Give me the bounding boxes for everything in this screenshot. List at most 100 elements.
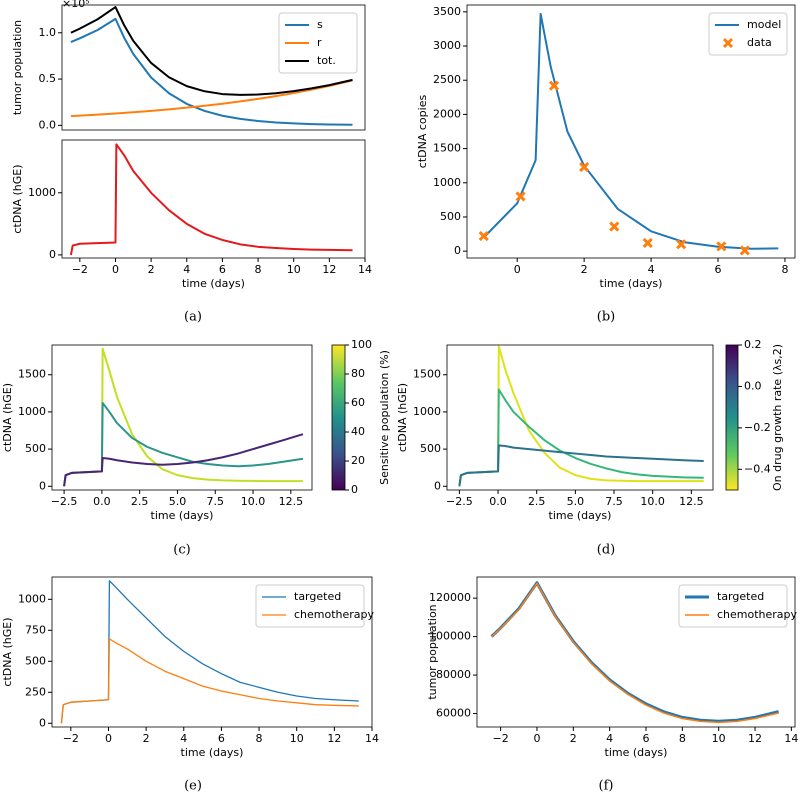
x-tick-label: 10.0 xyxy=(241,495,266,508)
x-axis-label: time (days) xyxy=(605,746,668,759)
x-tick-label: 8 xyxy=(679,732,686,745)
data-point xyxy=(548,80,560,91)
legend-label: s xyxy=(317,18,323,31)
y-tick-label: 1500 xyxy=(433,142,461,155)
x-tick-label: −2 xyxy=(72,263,88,276)
legend-label: model xyxy=(747,18,781,31)
y-axis-label: tumor population xyxy=(11,20,24,115)
x-tick-label: 10.0 xyxy=(640,495,665,508)
caption: (e) xyxy=(184,779,202,794)
y-axis-label: ctDNA (hGE) xyxy=(1,617,14,686)
colorbar-tick-label: 0.0 xyxy=(744,379,762,392)
y-tick-label: 0 xyxy=(454,244,461,257)
x-tick-label: −2 xyxy=(63,732,79,745)
y-tick-label: 1000 xyxy=(18,592,46,605)
series-line xyxy=(69,143,353,256)
x-tick-label: 5.0 xyxy=(567,495,585,508)
x-tick-label: 0.0 xyxy=(489,495,507,508)
y-axis-label: ctDNA copies xyxy=(416,95,429,169)
x-axis-label: time (days) xyxy=(151,509,214,522)
x-tick-label: 0 xyxy=(533,732,540,745)
legend-label: targeted xyxy=(294,590,341,603)
colorbar-tick-label: 80 xyxy=(351,367,365,380)
x-tick-label: 12 xyxy=(327,732,341,745)
x-tick-label: 2 xyxy=(143,732,150,745)
y-axis-label: ctDNA (hGE) xyxy=(11,164,24,233)
caption: (a) xyxy=(184,310,202,325)
colorbar-tick-label: 0.2 xyxy=(744,338,762,351)
x-tick-label: 5.0 xyxy=(169,495,187,508)
x-tick-label: 4 xyxy=(606,732,613,745)
y-tick-label: 80000 xyxy=(436,668,471,681)
colorbar xyxy=(725,344,739,491)
x-tick-label: 6 xyxy=(219,263,226,276)
data-point xyxy=(739,245,750,256)
x-tick-label: 8 xyxy=(255,263,262,276)
x-tick-label: 6 xyxy=(218,732,225,745)
data-point xyxy=(478,231,489,242)
y-axis-label: tumor population xyxy=(426,604,439,699)
legend-label: targeted xyxy=(717,590,764,603)
y-tick-label: 1500 xyxy=(18,368,46,381)
x-tick-label: 4 xyxy=(183,263,190,276)
legend-label: r xyxy=(317,36,322,49)
colorbar xyxy=(331,344,346,491)
x-tick-label: −2 xyxy=(493,732,509,745)
series-line xyxy=(70,79,353,118)
series-line xyxy=(63,347,303,487)
x-tick-label: 8 xyxy=(256,732,263,745)
legend-label: chemotherapy xyxy=(294,608,375,621)
y-tick-label: 250 xyxy=(25,685,46,698)
caption: (c) xyxy=(173,543,190,558)
colorbar-label: On drug growth rate (λs,2) xyxy=(771,344,784,491)
data-point xyxy=(676,239,687,250)
colorbar-tick-label: 100 xyxy=(351,338,372,351)
x-tick-label: 0 xyxy=(514,263,521,276)
colorbar-tick-label: −0.2 xyxy=(744,421,771,434)
colorbar-tick-label: 0 xyxy=(351,483,358,496)
series-line xyxy=(458,444,704,487)
x-tick-label: 0.0 xyxy=(93,495,111,508)
legend-label: tot. xyxy=(317,54,336,67)
y-tick-label: 750 xyxy=(25,623,46,636)
caption: (f) xyxy=(599,779,614,794)
x-tick-label: 2 xyxy=(148,263,155,276)
axes-frame xyxy=(51,576,373,728)
y-tick-label: 0.5 xyxy=(39,72,57,85)
axes-frame xyxy=(51,344,313,491)
x-tick-label: 12 xyxy=(748,732,762,745)
x-tick-label: 0 xyxy=(105,732,112,745)
axes-frame xyxy=(61,139,366,259)
legend-label: chemotherapy xyxy=(717,608,798,621)
x-tick-label: 10 xyxy=(287,263,301,276)
y-axis-label: ctDNA (hGE) xyxy=(396,383,409,452)
y-tick-label: 1500 xyxy=(413,368,441,381)
y-tick-label: 0 xyxy=(49,248,56,261)
y-tick-label: 2000 xyxy=(433,107,461,120)
y-tick-label: 3000 xyxy=(433,39,461,52)
x-tick-label: 2 xyxy=(581,263,588,276)
x-tick-label: 2.5 xyxy=(528,495,546,508)
series-line xyxy=(70,6,353,96)
x-tick-label: 12 xyxy=(322,263,336,276)
y-tick-label: 120000 xyxy=(429,591,471,604)
x-tick-label: 12.5 xyxy=(679,495,704,508)
x-tick-label: 12.5 xyxy=(279,495,304,508)
x-tick-label: 2.5 xyxy=(131,495,149,508)
x-tick-label: −2.5 xyxy=(51,495,78,508)
y-tick-label: 1000 xyxy=(433,176,461,189)
colorbar-tick-label: 40 xyxy=(351,425,365,438)
y-tick-label: 2500 xyxy=(433,73,461,86)
x-tick-label: 7.5 xyxy=(605,495,623,508)
legend-box xyxy=(278,12,358,74)
x-tick-label: 8 xyxy=(781,263,788,276)
x-tick-label: 4 xyxy=(648,263,655,276)
x-tick-label: 10 xyxy=(290,732,304,745)
legend-box xyxy=(255,584,365,628)
axes-frame xyxy=(476,576,796,728)
y-tick-label: 500 xyxy=(25,442,46,455)
colorbar-tick-label: 20 xyxy=(351,454,365,467)
y-tick-label: 1000 xyxy=(28,186,56,199)
x-tick-label: 6 xyxy=(715,263,722,276)
